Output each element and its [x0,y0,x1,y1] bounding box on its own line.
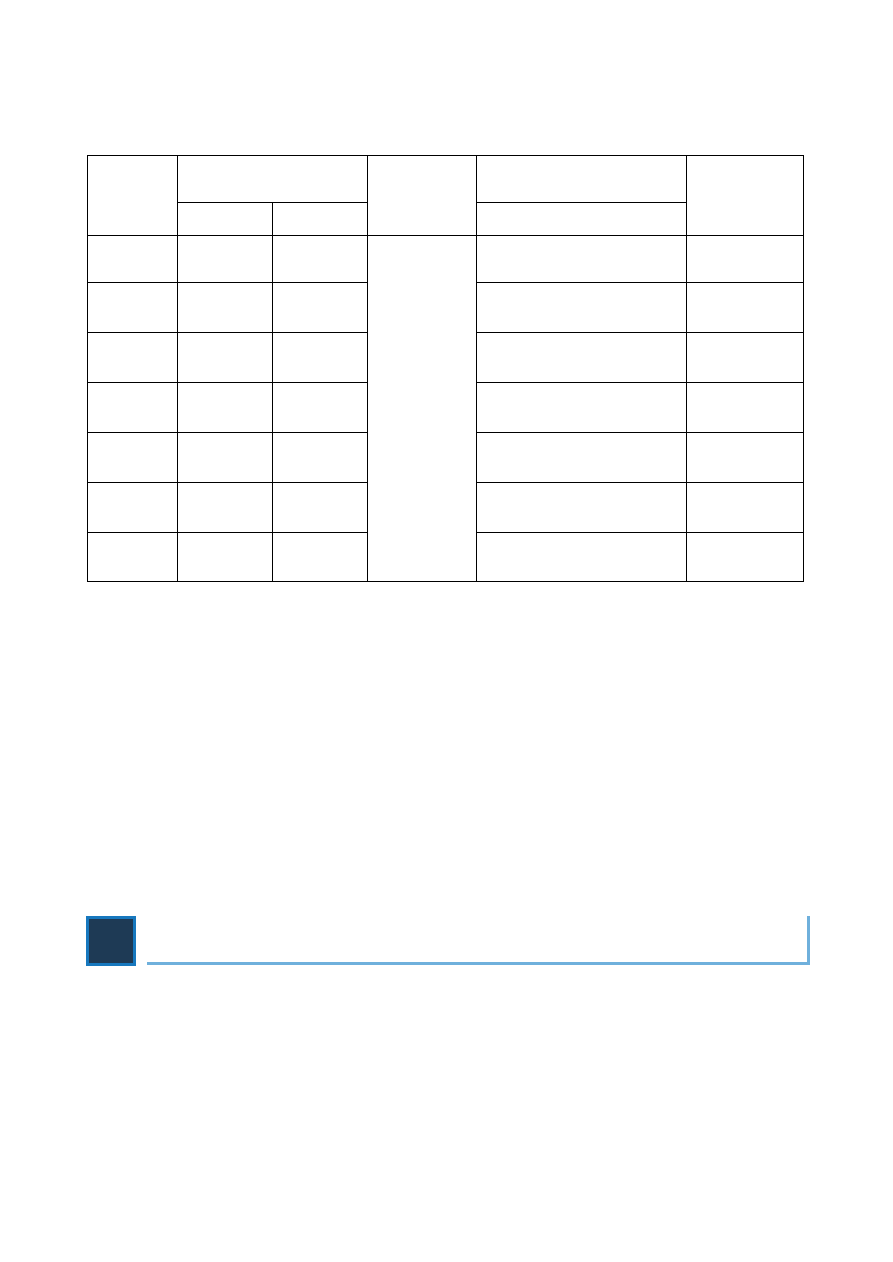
body-cell [87,332,178,383]
body-cell [272,532,368,582]
body-cell [476,332,687,383]
table-row [87,432,804,483]
body-cell [476,235,687,283]
body-cell [87,282,178,333]
table-row [87,235,804,582]
body-cell [476,432,687,483]
table-row [87,332,804,383]
body-cell-highlight [686,282,804,333]
body-cell [177,235,273,283]
subheader-cell-col3 [272,202,368,236]
data-table [87,155,804,582]
body-cell [476,482,687,533]
body-cell [177,282,273,333]
body-cell [272,235,368,283]
body-cell [177,432,273,483]
body-cell [177,382,273,433]
body-cell [476,532,687,582]
body-cell [272,432,368,483]
body-cell-col4-merged [367,235,477,582]
body-cell-highlight [686,532,804,582]
table-row [87,282,804,333]
subheader-cell-col2 [177,202,273,236]
body-cell [177,332,273,383]
body-cell [87,532,178,582]
header-cell-col4 [367,155,477,236]
table-row [87,532,804,582]
body-cell [177,532,273,582]
body-cell-highlight [686,332,804,383]
body-cell-highlight [686,482,804,533]
header-cell-col5-upper [476,155,687,203]
body-cell [87,382,178,433]
body-cell [476,282,687,333]
table-row [87,382,804,433]
body-cell [272,332,368,383]
chapter-marker-square [86,916,136,966]
body-cell [272,282,368,333]
header-cell-col5-lower [476,202,687,236]
table-header-row-1 [87,155,804,236]
section-divider-rule [147,962,810,965]
body-cell-highlight [686,235,804,283]
body-cell [177,482,273,533]
section-divider-end-tick [807,916,810,965]
body-cell [476,382,687,433]
header-cell-group-col2-col3 [177,155,368,203]
body-cell [272,482,368,533]
table-row [87,482,804,533]
body-cell-highlight [686,382,804,433]
body-cell-highlight [686,432,804,483]
header-cell-col1 [87,155,178,236]
body-cell [87,482,178,533]
header-cell-col6-highlight [686,155,804,236]
body-cell [87,432,178,483]
body-cell [272,382,368,433]
body-cell [87,235,178,283]
